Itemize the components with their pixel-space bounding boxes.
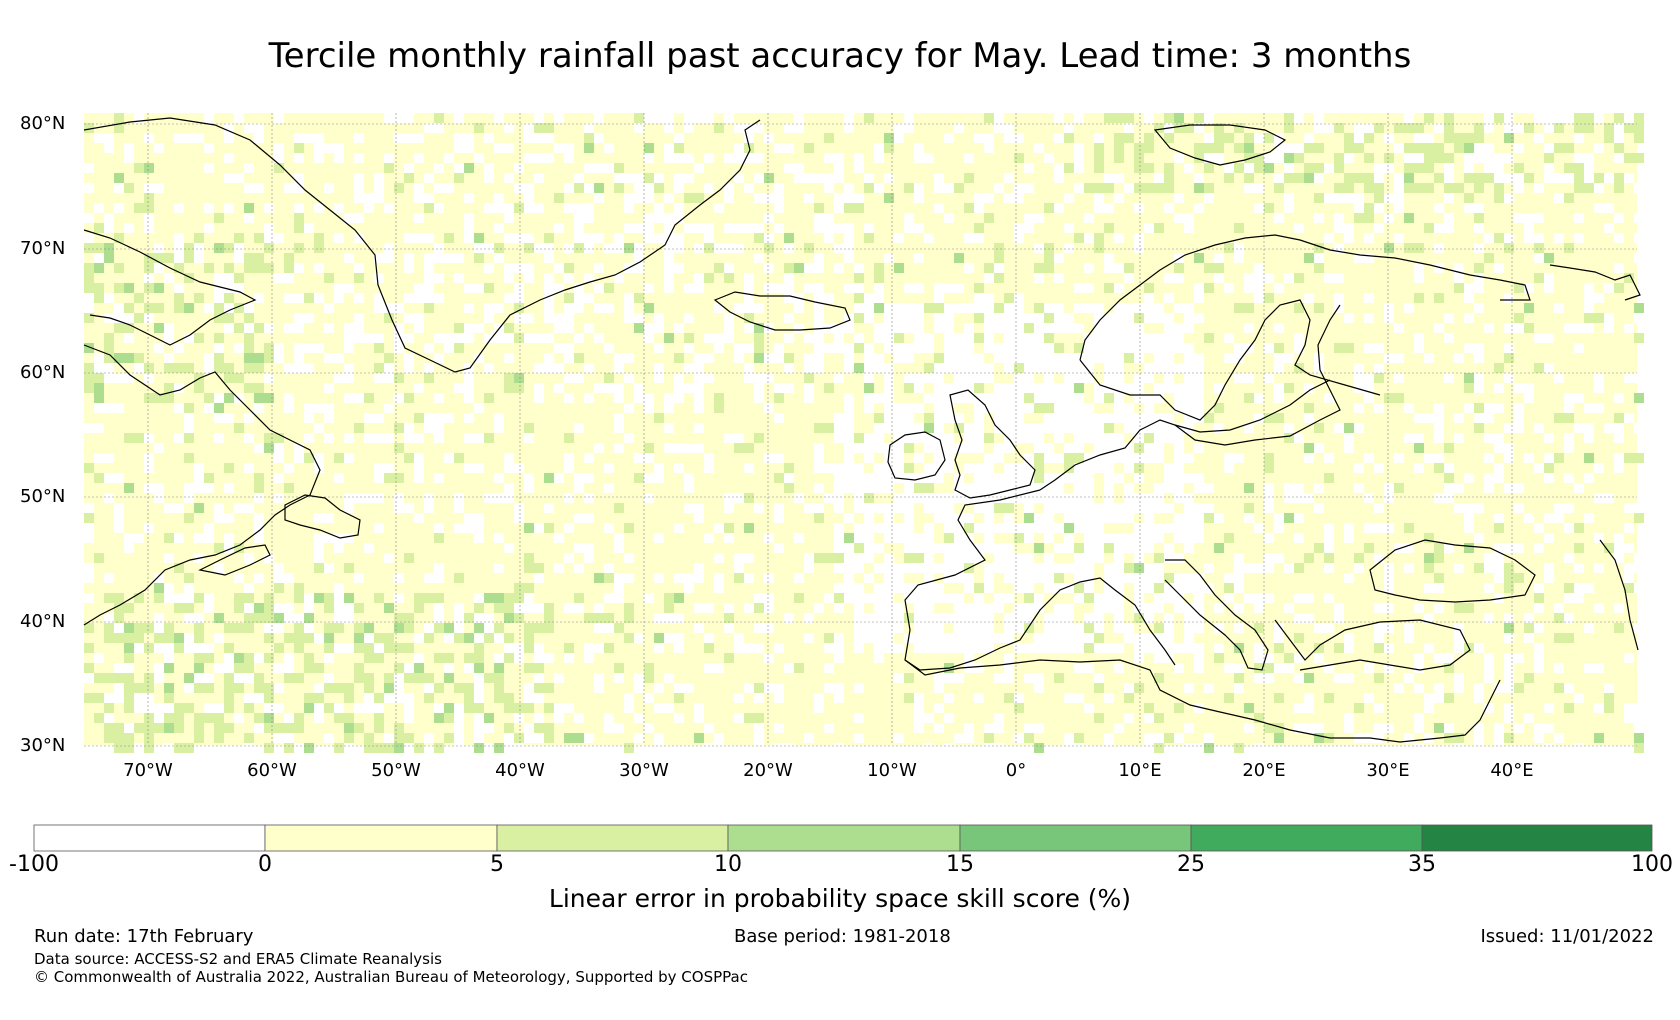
colorbar-title: Linear error in probability space skill …: [548, 884, 1132, 913]
svalbard-coast: [1153, 124, 1287, 166]
lat-label-70n: 70°N: [20, 238, 66, 259]
lon-label-50w: 50°W: [371, 760, 421, 781]
great-britain-coast: [949, 389, 1036, 499]
lon-label-10w: 10°W: [867, 760, 917, 781]
black-sea-coast: [1369, 539, 1536, 603]
ireland-coast: [887, 431, 946, 481]
lat-label-30n: 30°N: [20, 735, 66, 756]
lon-label-0: 0°: [1005, 760, 1027, 781]
baltic-coast: [1174, 379, 1331, 433]
north-africa-coast: [904, 659, 1501, 743]
colorbar-segment: [264, 824, 498, 852]
colorbar-tick-label: 35: [1408, 852, 1436, 877]
lon-label-20w: 20°W: [743, 760, 793, 781]
labrador-coast: [83, 344, 321, 626]
nova-scotia-coast: [198, 544, 271, 576]
colorbar-tick-label: -100: [9, 852, 59, 877]
caspian-coast: [1599, 539, 1639, 651]
copyright: © Commonwealth of Australia 2022, Austra…: [34, 968, 748, 986]
chart-title: Tercile monthly rainfall past accuracy f…: [268, 36, 1412, 76]
colorbar-tick-label: 0: [258, 852, 272, 877]
lon-label-10e: 10°E: [1118, 760, 1162, 781]
graticule: [84, 113, 1637, 747]
iceland-coast: [713, 291, 851, 331]
colorbar-tick-label: 10: [714, 852, 742, 877]
baffin-coast: [83, 229, 257, 346]
colorbar-segment: [1421, 824, 1653, 852]
lon-label-70w: 70°W: [123, 760, 173, 781]
colorbar-tick-label: 5: [490, 852, 504, 877]
colorbar: [33, 824, 1653, 852]
colorbar-segment: [959, 824, 1192, 852]
norway-coast: [1079, 234, 1531, 361]
greece-turkey-coast: [1274, 619, 1471, 671]
lat-label-80n: 80°N: [20, 113, 66, 134]
data-source: Data source: ACCESS-S2 and ERA5 Climate …: [34, 950, 442, 968]
skill-grid: [84, 113, 1644, 753]
lon-label-40w: 40°W: [495, 760, 545, 781]
colorbar-segment: [727, 824, 961, 852]
colorbar-segment: [33, 824, 266, 852]
greenland-coast: [83, 117, 761, 373]
colorbar-tick-label: 15: [946, 852, 974, 877]
italy-coast: [1164, 559, 1269, 671]
issued-date: Issued: 11/01/2022: [1480, 926, 1654, 947]
colorbar-segment: [496, 824, 729, 852]
lat-label-60n: 60°N: [20, 362, 66, 383]
newfoundland-coast: [284, 494, 361, 539]
lon-label-30e: 30°E: [1366, 760, 1410, 781]
lon-label-20e: 20°E: [1242, 760, 1286, 781]
sweden-finland-coast: [1079, 299, 1381, 421]
biscay-iberia-coast: [904, 489, 1176, 671]
lat-label-40n: 40°N: [20, 611, 66, 632]
coastlines: [83, 117, 1641, 743]
colorbar-segment: [1190, 824, 1423, 852]
base-period: Base period: 1981-2018: [734, 926, 951, 947]
arctic-russia-coast: [1549, 264, 1641, 301]
lat-label-50n: 50°N: [20, 486, 66, 507]
lon-label-60w: 60°W: [247, 760, 297, 781]
europe-west-coast: [1039, 304, 1341, 491]
colorbar-tick-label: 25: [1177, 852, 1205, 877]
run-date: Run date: 17th February: [34, 926, 254, 947]
lon-label-30w: 30°W: [619, 760, 669, 781]
lon-label-40e: 40°E: [1490, 760, 1534, 781]
colorbar-tick-label: 100: [1631, 852, 1673, 877]
